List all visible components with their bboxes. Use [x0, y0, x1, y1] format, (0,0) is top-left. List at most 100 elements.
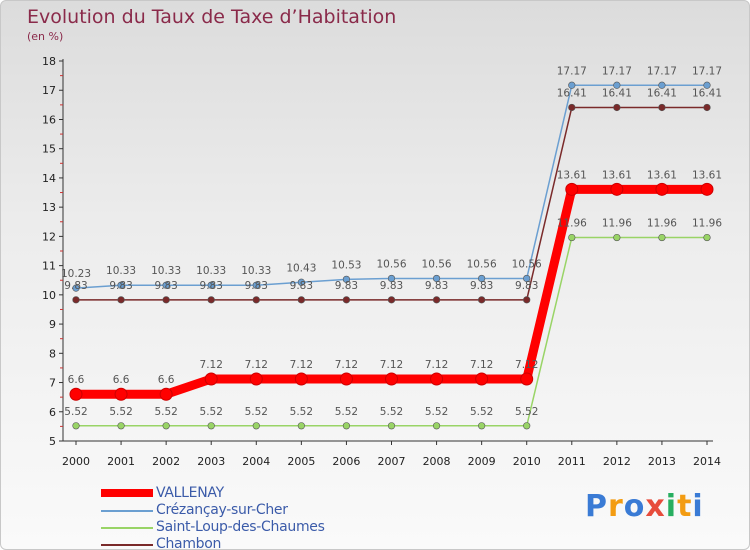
data-point: [523, 296, 531, 304]
data-label: 13.61: [692, 169, 722, 181]
data-label: 11.96: [602, 218, 632, 230]
y-tick-label: 15: [42, 143, 56, 156]
y-tick-label: 11: [42, 260, 56, 273]
data-label: 6.6: [158, 374, 175, 386]
data-point: [658, 81, 666, 89]
data-label: 5.52: [109, 406, 132, 418]
data-label: 5.52: [470, 406, 493, 418]
data-point: [478, 296, 486, 304]
data-label: 13.61: [557, 169, 587, 181]
data-label: 9.83: [290, 280, 313, 292]
proxiti-logo: Proxiti: [585, 489, 704, 524]
y-tick-label: 9: [49, 318, 56, 331]
data-label: 10.33: [151, 265, 181, 277]
logo-letter: P: [585, 489, 608, 524]
data-point: [297, 296, 305, 304]
data-label: 11.96: [692, 218, 722, 230]
data-point: [162, 422, 170, 430]
data-point: [207, 281, 215, 289]
data-label: 7.12: [290, 359, 313, 371]
y-tick-label: 10: [42, 289, 56, 302]
data-point: [613, 81, 621, 89]
data-label: 5.52: [64, 406, 87, 418]
data-point: [339, 372, 353, 386]
data-label: 10.33: [106, 265, 136, 277]
data-label: 10.43: [286, 262, 316, 274]
x-tick-label: 2005: [287, 455, 315, 468]
data-point: [252, 422, 260, 430]
data-point: [387, 296, 396, 304]
y-tick-label: 8: [49, 347, 56, 360]
data-point: [520, 372, 534, 386]
data-label: 10.53: [331, 259, 361, 271]
data-point: [432, 422, 441, 430]
x-tick-label: 2000: [62, 455, 90, 468]
data-label: 9.83: [154, 280, 177, 292]
data-point: [613, 103, 621, 112]
data-point: [568, 233, 576, 242]
x-tick-label: 2009: [468, 455, 496, 468]
legend-swatch-vallenay: [101, 489, 153, 497]
data-point: [478, 274, 486, 283]
legend-swatch-crezancay: [101, 510, 153, 512]
legend-label: VALLENAY: [156, 485, 224, 501]
data-point: [294, 372, 308, 386]
data-label: 17.17: [692, 65, 722, 77]
data-label: 9.83: [425, 280, 448, 292]
y-tick-label: 5: [49, 435, 56, 448]
x-tick-label: 2012: [603, 455, 631, 468]
data-label: 7.12: [470, 359, 493, 371]
data-label: 10.56: [512, 258, 542, 270]
data-label: 9.83: [109, 280, 132, 292]
x-tick-label: 2011: [558, 455, 586, 468]
logo-letter: i: [665, 489, 678, 524]
data-label: 7.12: [200, 359, 223, 371]
data-point: [162, 296, 170, 304]
data-label: 11.96: [557, 218, 587, 230]
data-label: 5.52: [154, 406, 177, 418]
data-label: 7.12: [515, 359, 538, 371]
data-label: 10.23: [61, 268, 91, 280]
data-point: [430, 372, 444, 386]
data-point: [249, 372, 263, 386]
x-tick-label: 2002: [152, 455, 180, 468]
data-label: 10.33: [241, 265, 271, 277]
data-label: 16.41: [557, 87, 587, 99]
logo-letter: r: [608, 489, 624, 524]
data-label: 13.61: [647, 169, 677, 181]
data-point: [655, 182, 669, 196]
data-point: [478, 422, 486, 430]
data-label: 5.52: [200, 406, 223, 418]
data-label: 5.52: [335, 406, 358, 418]
data-label: 5.52: [380, 406, 403, 418]
x-tick-label: 2003: [197, 455, 225, 468]
legend-swatch-saint-loup: [101, 527, 153, 529]
data-point: [72, 284, 80, 292]
data-point: [207, 296, 215, 304]
data-label: 5.52: [515, 406, 538, 418]
data-label: 16.41: [647, 87, 677, 99]
data-point: [475, 372, 489, 386]
data-point: [69, 387, 83, 401]
data-point: [252, 281, 260, 289]
data-label: 9.83: [515, 280, 538, 292]
data-point: [162, 281, 170, 289]
data-point: [204, 372, 218, 386]
data-point: [117, 296, 125, 304]
x-tick-label: 2010: [513, 455, 541, 468]
data-point: [703, 233, 711, 242]
y-tick-label: 12: [42, 230, 56, 243]
data-label: 9.83: [245, 280, 268, 292]
data-point: [117, 422, 125, 430]
data-point: [523, 422, 531, 430]
chart-subtitle: (en %): [27, 30, 64, 43]
data-label: 10.56: [467, 258, 497, 270]
x-tick-label: 2006: [332, 455, 360, 468]
x-tick-label: 2004: [242, 455, 270, 468]
data-point: [568, 103, 576, 112]
legend-label: Chambon: [156, 536, 222, 550]
data-label: 10.56: [422, 258, 452, 270]
x-tick-label: 2008: [423, 455, 451, 468]
x-tick-label: 2013: [648, 455, 676, 468]
